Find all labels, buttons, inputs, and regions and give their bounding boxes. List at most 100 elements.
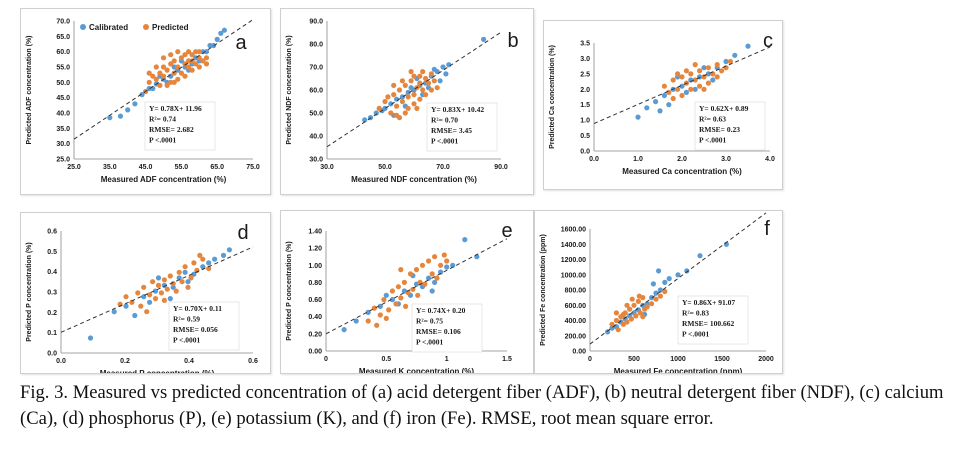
point-predicted-f — [657, 293, 663, 299]
legend-label-calibrated: Calibrated — [89, 23, 128, 32]
point-calibrated-a — [207, 42, 213, 49]
chart-svg-b: 30.0 50.0 70.0 90.0 30.0 40.0 50.0 60.0 70.0 80.0… — [286, 19, 519, 185]
point-predicted-a — [196, 49, 202, 55]
point-predicted-b — [388, 110, 394, 116]
point-predicted-f — [624, 319, 630, 325]
point-predicted-b — [428, 87, 434, 93]
x-axis-title-a: Measured ADF concentration (%) — [101, 175, 227, 184]
point-predicted-e — [429, 271, 435, 277]
point-predicted-b — [391, 82, 397, 88]
y-tick-label-b: 60.0 — [309, 88, 323, 95]
x-axis-title-b: Measured NDF concentration (%) — [351, 175, 477, 184]
regression-line-a — [73, 19, 254, 140]
point-calibrated-a — [132, 101, 138, 107]
point-predicted-b — [405, 94, 411, 100]
point-predicted-b — [423, 75, 429, 82]
y-tick-label-c: 1.0 — [580, 118, 590, 125]
x-tick-label-c: 3.0 — [721, 156, 731, 163]
point-predicted-d — [197, 252, 203, 258]
point-predicted-b — [402, 82, 408, 88]
point-calibrated-b — [481, 36, 487, 42]
point-calibrated-e — [438, 269, 444, 275]
x-tick-label-f: 1500 — [714, 356, 730, 363]
x-tick-label-e: 0 — [324, 356, 328, 363]
point-calibrated-d — [147, 299, 153, 305]
point-predicted-a — [157, 70, 163, 76]
point-predicted-a — [146, 79, 152, 85]
stats-line-c: P <.0001 — [699, 136, 726, 145]
point-predicted-a — [193, 49, 199, 55]
point-predicted-a — [146, 70, 152, 76]
panel-letter-a: a — [235, 32, 247, 54]
point-calibrated-e — [426, 275, 432, 281]
y-tick-label-e: 0.20 — [308, 331, 322, 338]
y-tick-label-d: 0.3 — [47, 290, 57, 297]
point-calibrated-b — [405, 89, 411, 95]
stats-line-b: RMSE= 3.45 — [431, 126, 472, 135]
point-calibrated-f — [656, 268, 662, 274]
point-predicted-f — [629, 296, 635, 302]
chart-panel-d: 0.0 0.2 0.4 0.6 0.0 0.1 0.2 0.3 0.4 0.5 0.6 Measure… — [20, 212, 271, 374]
y-tick-label-f: 1000.00 — [561, 272, 586, 279]
point-predicted-a — [196, 64, 202, 70]
point-calibrated-c — [701, 65, 707, 71]
point-predicted-a — [153, 76, 159, 82]
point-predicted-d — [164, 286, 170, 292]
point-predicted-a — [150, 73, 156, 79]
stats-line-d: Y= 0.70X+ 0.11 — [173, 304, 222, 313]
point-predicted-b — [382, 98, 388, 105]
point-calibrated-b — [446, 62, 452, 68]
point-predicted-b — [428, 71, 434, 77]
point-calibrated-d — [182, 269, 188, 275]
point-calibrated-a — [200, 49, 206, 55]
point-calibrated-d — [132, 312, 138, 319]
point-calibrated-b — [440, 64, 446, 70]
point-predicted-f — [615, 327, 621, 333]
panel-letter-c: c — [763, 30, 773, 52]
point-predicted-e — [413, 267, 420, 273]
point-predicted-e — [383, 315, 389, 321]
point-predicted-d — [200, 256, 206, 262]
regression-line-c — [593, 46, 771, 124]
point-predicted-d — [185, 284, 191, 290]
x-tick-label-d: 0.0 — [56, 358, 66, 365]
point-predicted-e — [407, 271, 414, 277]
panel-letter-e: e — [501, 220, 512, 242]
point-predicted-e — [403, 303, 409, 309]
stats-line-b: P <.0001 — [431, 137, 458, 146]
point-calibrated-d — [152, 288, 159, 294]
point-predicted-c — [675, 86, 681, 92]
point-predicted-d — [188, 275, 194, 281]
y-tick-label-e: 0.40 — [308, 314, 322, 321]
point-calibrated-b — [362, 117, 368, 123]
point-predicted-a — [175, 64, 181, 70]
point-predicted-a — [164, 67, 170, 73]
stats-box-f — [677, 295, 749, 345]
point-predicted-b — [434, 85, 440, 91]
y-tick-label-b: 90.0 — [309, 19, 323, 26]
point-predicted-c — [670, 77, 676, 83]
point-calibrated-d — [155, 275, 162, 281]
point-predicted-f — [640, 314, 646, 320]
point-predicted-b — [417, 96, 423, 102]
x-tick-label-f: 1000 — [670, 356, 686, 363]
stats-line-e: R²= 0.75 — [416, 317, 443, 326]
point-predicted-f — [635, 298, 641, 304]
stats-line-c: R²= 0.63 — [699, 115, 726, 124]
stats-line-a: P <.0001 — [149, 136, 176, 145]
point-predicted-f — [633, 313, 639, 319]
point-predicted-c — [705, 65, 711, 71]
y-tick-label-b: 80.0 — [309, 42, 323, 49]
point-predicted-a — [175, 49, 181, 55]
stats-box-d — [168, 301, 240, 351]
point-predicted-f — [620, 311, 626, 317]
x-tick-label-b: 70.0 — [436, 164, 450, 171]
point-predicted-c — [675, 71, 681, 77]
point-predicted-d — [179, 279, 185, 285]
x-tick-label-c: 2.0 — [677, 156, 687, 163]
point-predicted-c — [683, 68, 689, 74]
point-predicted-e — [381, 297, 387, 303]
stats-line-b: Y= 0.83X+ 10.42 — [431, 105, 484, 114]
point-predicted-d — [167, 273, 173, 279]
point-predicted-f — [624, 302, 630, 308]
